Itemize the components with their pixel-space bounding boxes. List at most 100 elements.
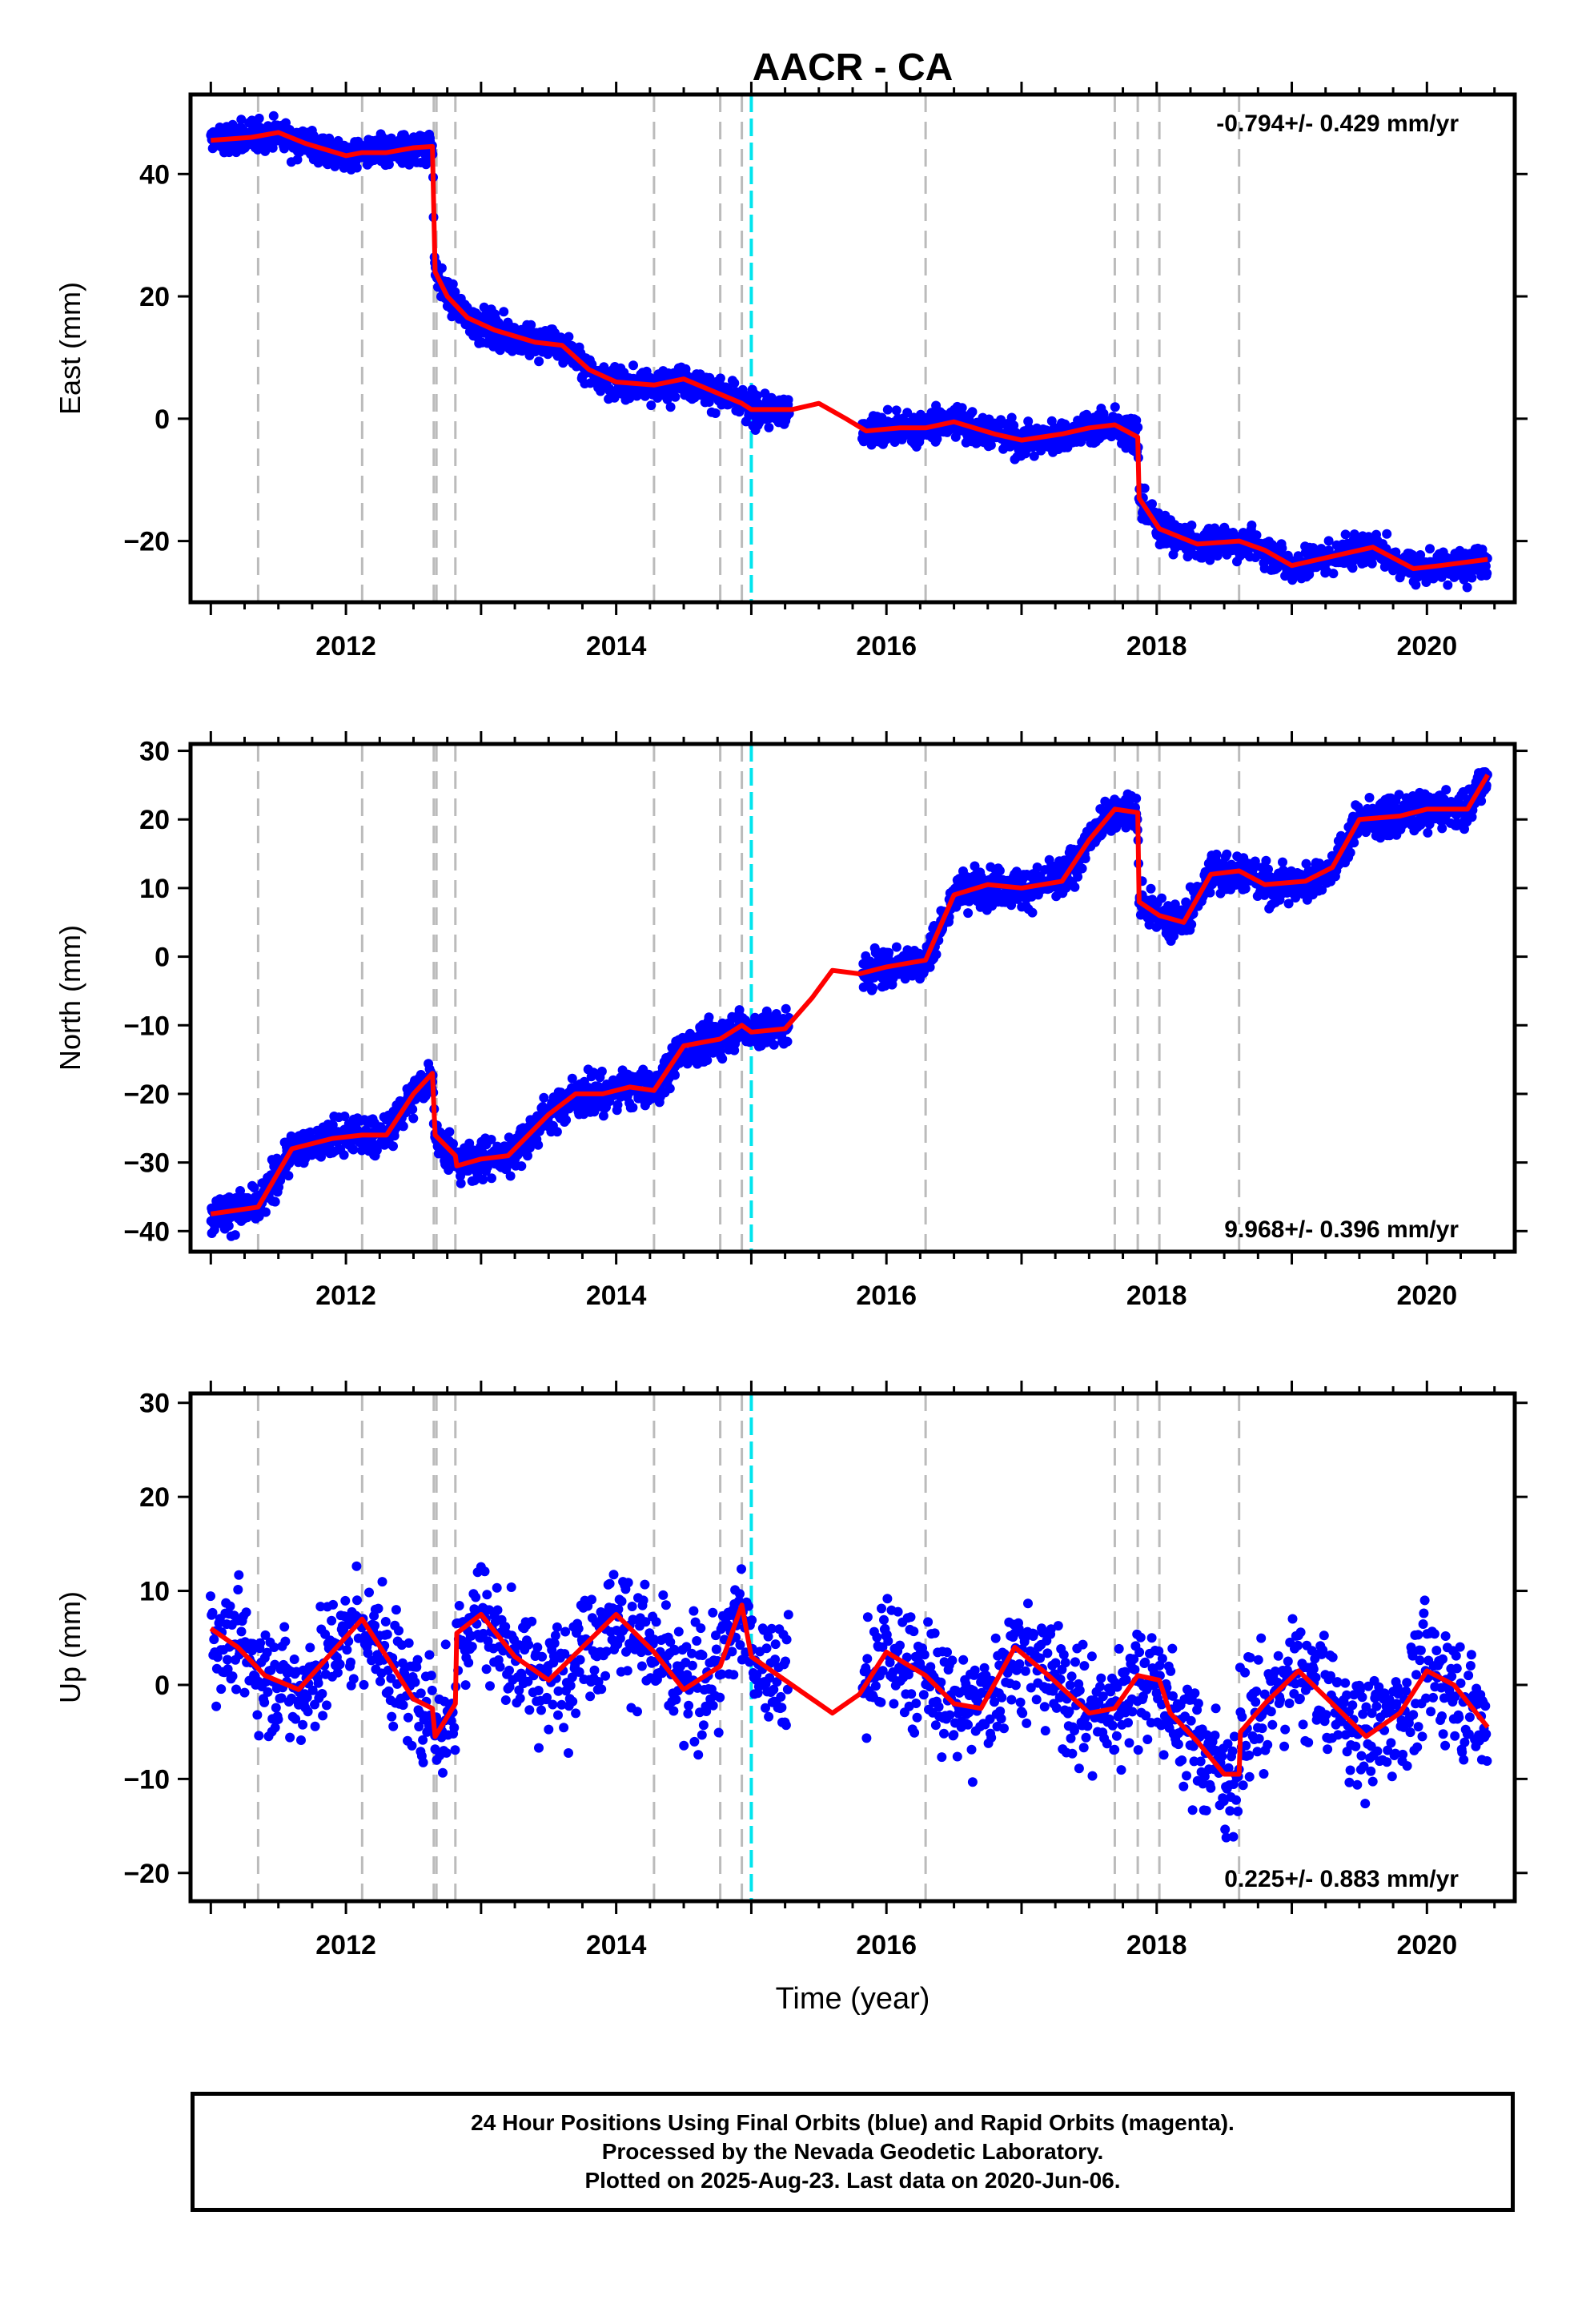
data-point <box>1029 451 1039 461</box>
data-point <box>902 408 913 418</box>
data-point <box>665 1084 675 1094</box>
data-point <box>882 404 893 415</box>
data-point <box>1345 847 1355 858</box>
data-point <box>351 163 362 173</box>
x-tick-label: 2014 <box>586 631 647 661</box>
data-point <box>1467 573 1477 583</box>
data-point <box>1133 422 1143 432</box>
data-point <box>516 1161 527 1172</box>
data-point <box>223 1220 234 1231</box>
data-point <box>1077 863 1087 874</box>
data-point <box>526 320 536 330</box>
data-point <box>891 942 901 952</box>
data-point <box>564 332 574 342</box>
data-point <box>436 263 447 273</box>
data-point <box>938 409 948 420</box>
data-point <box>1441 785 1452 795</box>
data-point <box>884 947 894 958</box>
data-point <box>868 983 878 994</box>
data-point <box>1106 432 1117 442</box>
data-point <box>479 302 489 312</box>
data-point <box>729 378 740 388</box>
data-points <box>206 111 1492 593</box>
data-point <box>781 1003 791 1014</box>
data-point <box>628 360 638 371</box>
fit-curve <box>211 130 1488 571</box>
data-point <box>764 422 774 432</box>
data-point <box>254 113 264 123</box>
x-tick-label: 2020 <box>1396 631 1457 661</box>
data-point <box>628 1103 638 1112</box>
data-point <box>408 1113 419 1124</box>
data-point <box>1423 827 1433 838</box>
data-point <box>1139 483 1150 493</box>
data-point <box>534 356 544 367</box>
data-point <box>270 1196 280 1207</box>
data-point <box>963 908 974 919</box>
data-point <box>1328 569 1339 579</box>
data-point <box>448 279 458 289</box>
data-point <box>1425 544 1435 554</box>
data-point <box>339 1150 349 1160</box>
data-point <box>499 307 509 317</box>
y-tick-label: 20 <box>139 282 170 312</box>
data-point <box>967 407 978 417</box>
data-point <box>994 866 1005 876</box>
data-point <box>292 155 303 165</box>
data-point <box>456 1178 466 1188</box>
data-point <box>1222 849 1232 859</box>
y-axis-label: East (mm) <box>54 282 86 415</box>
data-point <box>1278 857 1287 867</box>
data-point <box>1006 412 1017 423</box>
x-tick-label: 2018 <box>1126 631 1187 661</box>
data-point <box>783 395 793 405</box>
data-point <box>665 402 676 412</box>
chart-title: AACR - CA <box>753 46 954 89</box>
data-point <box>1437 823 1447 834</box>
x-tick-label: 2012 <box>315 631 376 661</box>
data-point <box>236 115 247 125</box>
data-point <box>1340 529 1351 540</box>
data-point <box>1462 582 1472 593</box>
data-point <box>408 1104 418 1115</box>
data-point <box>313 158 323 168</box>
y-tick-label: 40 <box>139 159 170 190</box>
data-point <box>267 143 278 153</box>
data-point <box>715 373 725 384</box>
data-point <box>717 1054 728 1064</box>
data-point <box>1367 558 1377 569</box>
data-point <box>1251 530 1262 541</box>
data-point <box>330 161 340 171</box>
data-point <box>444 1127 455 1137</box>
data-point <box>704 1012 714 1023</box>
data-point <box>1411 580 1421 590</box>
data-point <box>323 159 333 170</box>
data-point <box>1186 521 1197 530</box>
data-point <box>1205 887 1215 898</box>
y-tick-label: 0 <box>155 404 170 435</box>
plot-frame <box>188 92 1517 605</box>
data-point <box>539 1092 549 1103</box>
data-point <box>1364 793 1375 802</box>
data-point <box>552 1127 562 1137</box>
data-point <box>230 1230 240 1240</box>
rate-text: -0.794+/- 0.429 mm/yr <box>1216 111 1459 137</box>
data-point <box>986 440 996 450</box>
data-point <box>388 1141 398 1152</box>
y-tick-label: −20 <box>123 527 170 557</box>
data-point <box>1073 871 1083 882</box>
data-point <box>561 1115 572 1125</box>
data-point <box>533 1140 544 1150</box>
data-point <box>646 400 656 411</box>
data-point <box>1070 882 1080 892</box>
data-point <box>769 1039 779 1050</box>
data-point <box>260 1207 271 1217</box>
data-point <box>1247 521 1257 530</box>
data-point <box>478 1175 488 1184</box>
data-point <box>1146 883 1156 894</box>
data-point <box>1131 794 1142 803</box>
data-point <box>1482 568 1492 578</box>
data-point <box>505 1171 516 1181</box>
